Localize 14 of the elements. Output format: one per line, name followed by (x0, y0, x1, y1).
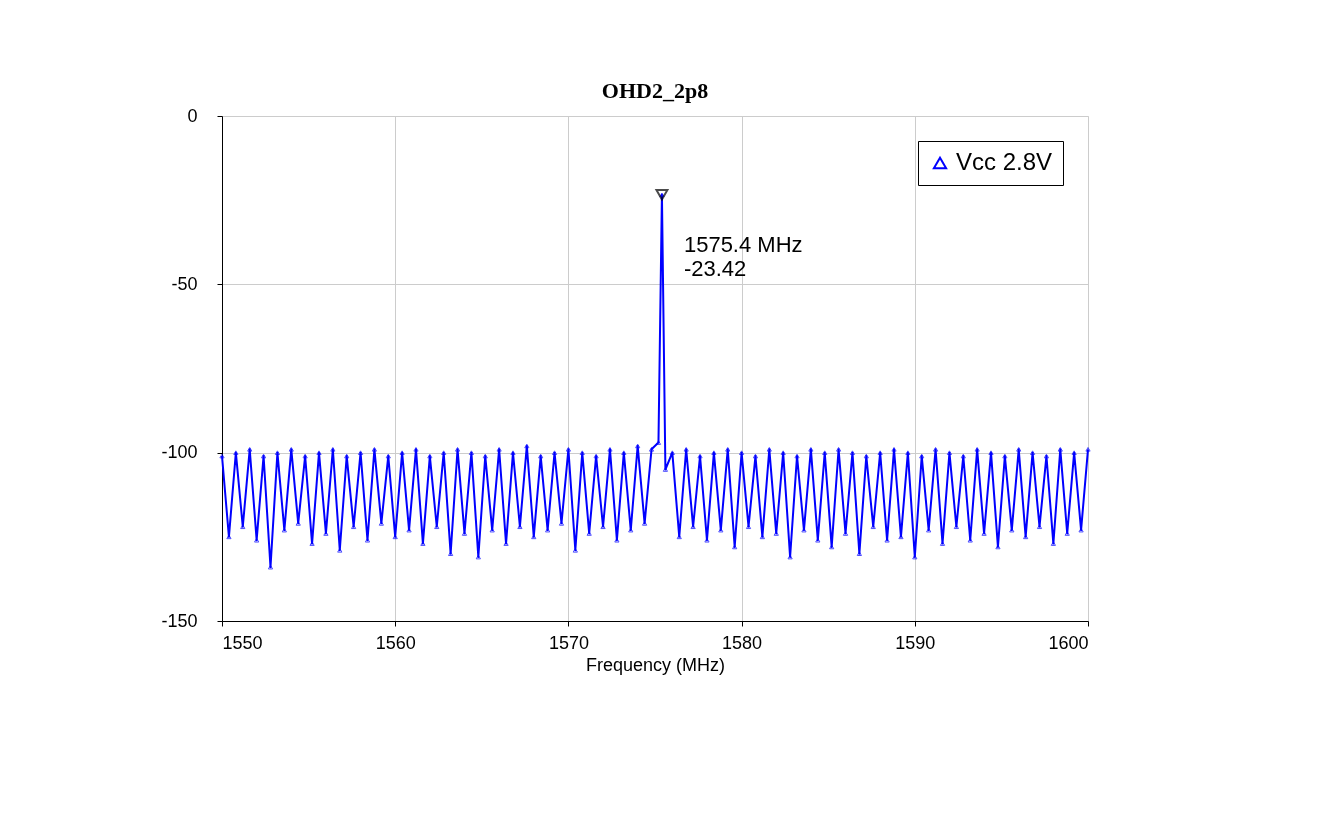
y-tick-label: -150 (161, 610, 198, 631)
x-axis-title: Frequency (MHz) (585, 654, 726, 675)
annotation: 1575.4 MHz -23.42 (683, 231, 803, 281)
x-tick-label: 1600 (1048, 632, 1089, 653)
y-tick-label: 0 (187, 105, 198, 126)
y-tick-label: -100 (161, 442, 198, 463)
chart-title: OHD2_2p8 (601, 78, 709, 103)
x-tick-label: 1550 (222, 632, 263, 653)
x-tick-label: 1580 (722, 632, 763, 653)
x-tick-label: 1570 (548, 632, 589, 653)
legend-label: Vcc 2.8V (956, 148, 1053, 175)
x-tick-label: 1590 (895, 632, 936, 653)
x-tick-label: 1560 (375, 632, 416, 653)
y-tick-label: -50 (171, 273, 198, 294)
